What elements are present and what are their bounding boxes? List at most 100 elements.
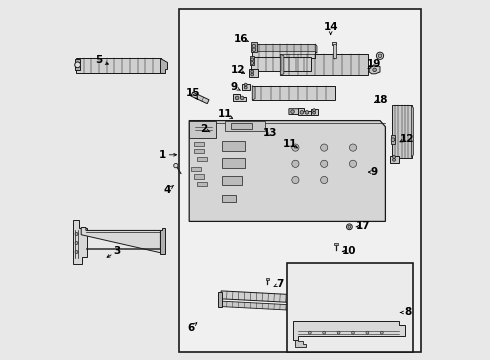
Circle shape bbox=[392, 156, 395, 158]
Circle shape bbox=[292, 144, 299, 151]
Polygon shape bbox=[189, 121, 216, 138]
Circle shape bbox=[349, 160, 357, 167]
Bar bbox=[252, 86, 335, 100]
Bar bbox=[391, 156, 399, 163]
Circle shape bbox=[323, 331, 326, 334]
Circle shape bbox=[313, 109, 316, 112]
Bar bbox=[280, 54, 368, 75]
Circle shape bbox=[376, 52, 384, 59]
Bar bbox=[220, 291, 304, 303]
Bar bbox=[311, 109, 319, 115]
Bar bbox=[251, 42, 257, 52]
Circle shape bbox=[378, 54, 382, 58]
Polygon shape bbox=[81, 228, 165, 254]
Bar bbox=[194, 142, 204, 146]
Bar bbox=[221, 141, 245, 151]
Bar bbox=[333, 44, 336, 58]
Circle shape bbox=[292, 160, 299, 167]
Circle shape bbox=[380, 331, 383, 334]
Bar bbox=[242, 84, 250, 90]
Circle shape bbox=[305, 111, 309, 114]
Polygon shape bbox=[411, 105, 414, 158]
Bar bbox=[332, 42, 337, 45]
Polygon shape bbox=[225, 121, 265, 131]
Circle shape bbox=[346, 224, 352, 230]
Polygon shape bbox=[294, 340, 306, 347]
Circle shape bbox=[245, 83, 247, 86]
Bar bbox=[191, 92, 209, 104]
Circle shape bbox=[174, 163, 178, 168]
Circle shape bbox=[349, 144, 357, 151]
Text: 13: 13 bbox=[263, 128, 277, 138]
Text: 12: 12 bbox=[231, 65, 245, 75]
Polygon shape bbox=[289, 109, 302, 114]
Circle shape bbox=[351, 331, 354, 334]
Bar bbox=[197, 182, 207, 186]
Polygon shape bbox=[369, 65, 380, 74]
Circle shape bbox=[308, 331, 311, 334]
Text: 11: 11 bbox=[283, 139, 297, 149]
Polygon shape bbox=[160, 228, 165, 254]
Circle shape bbox=[75, 242, 78, 244]
Text: 9: 9 bbox=[231, 82, 238, 92]
Polygon shape bbox=[280, 54, 284, 75]
Text: 9: 9 bbox=[370, 167, 377, 177]
Circle shape bbox=[252, 48, 256, 51]
Text: 3: 3 bbox=[114, 246, 121, 256]
Circle shape bbox=[74, 62, 80, 68]
Text: 14: 14 bbox=[323, 22, 338, 32]
Text: 17: 17 bbox=[356, 221, 370, 231]
Circle shape bbox=[337, 331, 340, 334]
Bar bbox=[194, 149, 204, 153]
Circle shape bbox=[348, 225, 351, 228]
Circle shape bbox=[300, 111, 304, 114]
Circle shape bbox=[245, 86, 247, 89]
Text: 7: 7 bbox=[276, 279, 284, 289]
Text: 2: 2 bbox=[200, 124, 207, 134]
Circle shape bbox=[235, 96, 239, 100]
Bar bbox=[221, 195, 236, 202]
Bar bbox=[231, 123, 252, 129]
Bar bbox=[266, 278, 269, 280]
Circle shape bbox=[391, 138, 395, 141]
Bar bbox=[392, 105, 412, 158]
Circle shape bbox=[292, 176, 299, 184]
Polygon shape bbox=[160, 58, 167, 73]
Bar bbox=[197, 157, 207, 161]
Text: 19: 19 bbox=[367, 59, 381, 69]
Circle shape bbox=[252, 44, 256, 48]
Circle shape bbox=[251, 58, 254, 61]
Bar bbox=[334, 243, 338, 245]
Bar bbox=[288, 263, 414, 352]
Bar bbox=[76, 58, 161, 73]
Bar bbox=[221, 301, 304, 311]
Polygon shape bbox=[298, 108, 311, 115]
Polygon shape bbox=[252, 44, 316, 51]
Text: 12: 12 bbox=[400, 134, 414, 144]
Bar bbox=[221, 176, 243, 185]
Text: 1: 1 bbox=[159, 150, 166, 160]
Text: 8: 8 bbox=[404, 307, 411, 318]
Text: 5: 5 bbox=[96, 55, 103, 66]
Bar bbox=[251, 57, 311, 71]
Polygon shape bbox=[189, 121, 386, 221]
Bar bbox=[250, 56, 254, 65]
Bar bbox=[219, 292, 222, 307]
Bar bbox=[391, 135, 395, 144]
Circle shape bbox=[373, 68, 376, 72]
Text: 18: 18 bbox=[374, 95, 389, 105]
Polygon shape bbox=[73, 220, 87, 264]
Circle shape bbox=[366, 331, 369, 334]
Bar bbox=[194, 174, 204, 179]
Circle shape bbox=[320, 176, 328, 184]
Polygon shape bbox=[252, 86, 255, 100]
Bar bbox=[221, 158, 245, 168]
Bar bbox=[75, 59, 80, 70]
Circle shape bbox=[75, 251, 78, 253]
Polygon shape bbox=[315, 44, 317, 53]
Polygon shape bbox=[233, 94, 245, 101]
Bar bbox=[179, 9, 421, 352]
Text: 6: 6 bbox=[187, 323, 195, 333]
Bar bbox=[192, 167, 201, 171]
Text: 11: 11 bbox=[218, 109, 232, 120]
